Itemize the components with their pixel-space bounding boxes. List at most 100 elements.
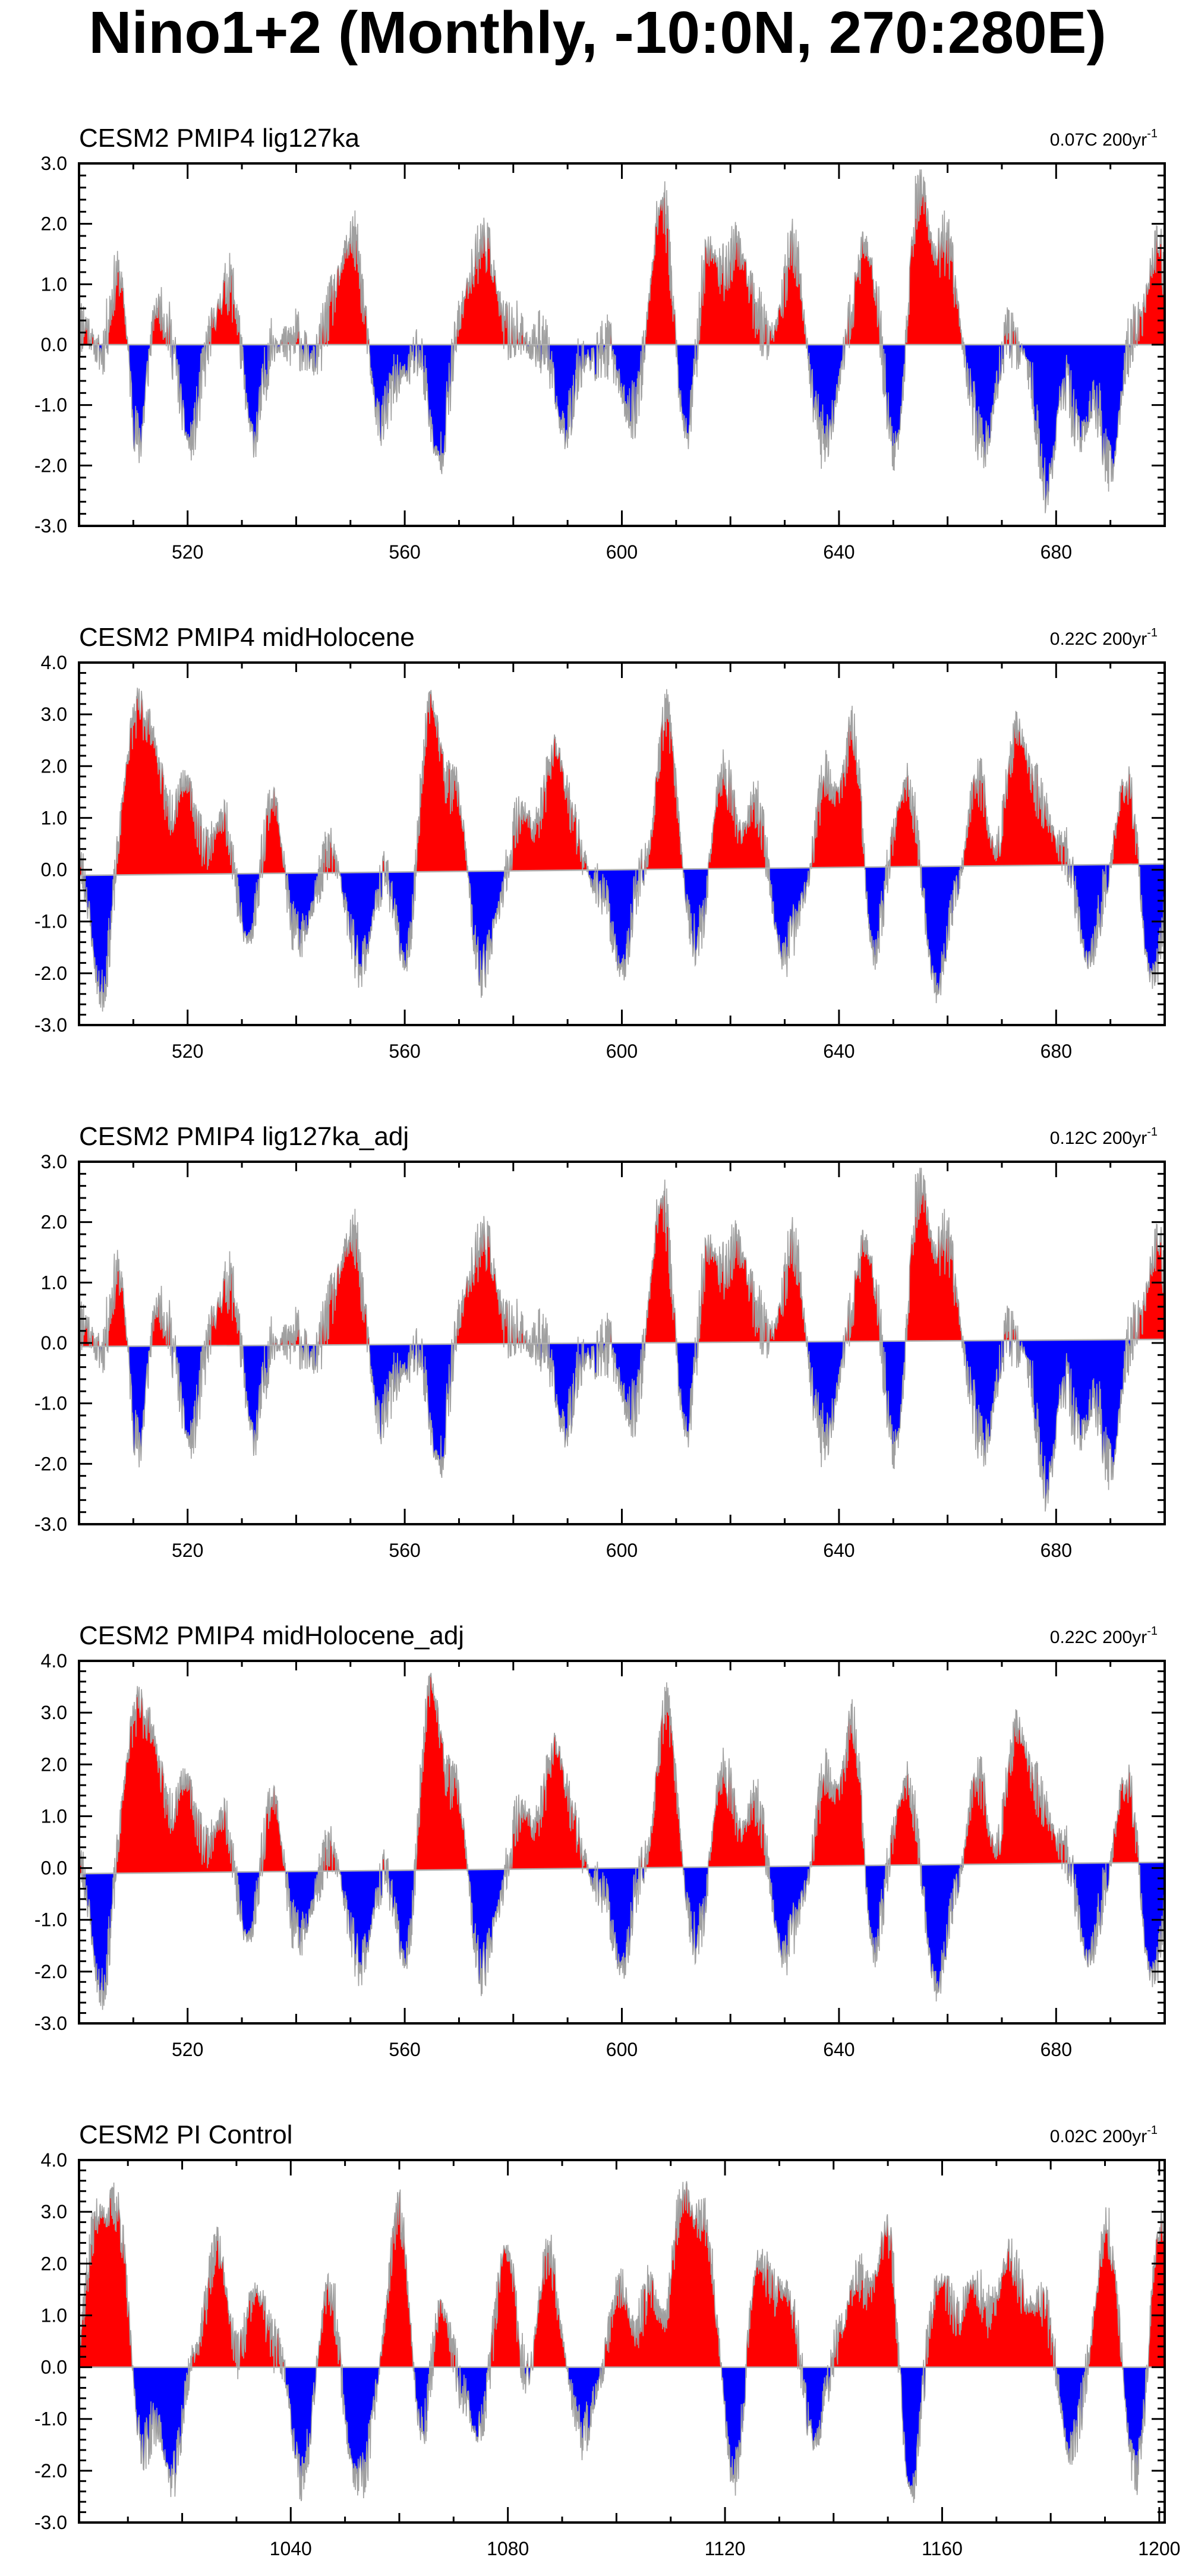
trend-label-superscript: -1 (1147, 2124, 1158, 2137)
series-line (78, 169, 1165, 513)
x-tick-label: 640 (823, 1540, 855, 1561)
x-tick-label: 520 (172, 541, 203, 563)
y-tick-label: 2.0 (41, 213, 67, 235)
x-tick-label: 640 (823, 1041, 855, 1062)
panel-title: CESM2 PMIP4 lig127ka_adj (79, 1122, 409, 1151)
x-tick-label: 1080 (487, 2538, 529, 2559)
y-tick-label: 3.0 (41, 1151, 67, 1172)
y-tick-label: -1.0 (34, 1909, 67, 1931)
positive-anomaly-fill (79, 688, 1165, 876)
panel-3: CESM2 PMIP4 lig127ka_adj 0.12C 200yr-1 3.0… (34, 1122, 1166, 1561)
y-tick-label: -1.0 (34, 1393, 67, 1414)
y-tick-label: 1.0 (41, 1805, 67, 1827)
trend-label: 0.12C 200yr-1 (1050, 1125, 1158, 1148)
x-tick-label: 560 (389, 2039, 420, 2060)
page-title: Nino1+2 (Monthly, -10:0N, 270:280E) (89, 0, 1106, 66)
panel-title: CESM2 PMIP4 lig127ka (79, 124, 360, 153)
positive-anomaly-fill (79, 1673, 1165, 1874)
y-tick-label: 3.0 (41, 704, 67, 725)
panel-2: CESM2 PMIP4 midHolocene 0.22C 200yr-1 4.0 3… (34, 623, 1166, 1062)
positive-anomaly-fill (79, 2181, 1165, 2367)
x-tick-label: 600 (606, 2039, 638, 2060)
x-tick-label: 520 (172, 1041, 203, 1062)
panel-4: CESM2 PMIP4 midHolocene_adj 0.22C 200yr-1… (34, 1621, 1166, 2060)
x-tick-label: 640 (823, 541, 855, 563)
y-tick-label: 2.0 (41, 1212, 67, 1233)
y-tick-label: -2.0 (34, 2460, 67, 2482)
panel-title: CESM2 PMIP4 midHolocene (79, 623, 415, 652)
y-tick-label: 3.0 (41, 2201, 67, 2222)
x-tick-label: 560 (389, 541, 420, 563)
negative-anomaly-fill (79, 1339, 1165, 1512)
trend-label-superscript: -1 (1147, 1125, 1158, 1139)
y-tick-label: 0.0 (41, 2357, 67, 2378)
zero-line (78, 1338, 1165, 1348)
y-tick-label: 0.0 (41, 859, 67, 881)
y-tick-label: 2.0 (41, 1754, 67, 1775)
positive-anomaly-fill (79, 1168, 1165, 1347)
y-tick-label: 4.0 (41, 652, 67, 673)
y-tick-label: -2.0 (34, 963, 67, 984)
x-tick-label: 640 (823, 2039, 855, 2060)
y-tick-label: 2.0 (41, 755, 67, 777)
y-tick-label: 1.0 (41, 1272, 67, 1293)
y-tick-label: -3.0 (34, 1014, 67, 1036)
y-tick-label: 0.0 (41, 334, 67, 355)
x-tick-label: 520 (172, 1540, 203, 1561)
x-tick-label: 1200 (1138, 2538, 1180, 2559)
plot-frame (78, 2159, 1166, 2524)
x-tick-label: 680 (1040, 2039, 1072, 2060)
trend-label: 0.22C 200yr-1 (1050, 626, 1158, 649)
panel-title: CESM2 PMIP4 midHolocene_adj (79, 1621, 464, 1650)
y-tick-label: -3.0 (34, 2512, 67, 2533)
y-tick-label: -2.0 (34, 1961, 67, 1982)
series-line (78, 688, 1165, 1012)
y-tick-label: -1.0 (34, 2408, 67, 2430)
x-tick-label: 600 (606, 541, 638, 563)
y-tick-label: 4.0 (41, 2149, 67, 2171)
y-tick-label: -1.0 (34, 911, 67, 932)
zero-line (78, 863, 1165, 876)
panel-5: CESM2 PI Control 0.02C 200yr-1 4.0 3.0 2.0 1.… (34, 2120, 1181, 2559)
negative-anomaly-fill (79, 2367, 1165, 2503)
panel-title: CESM2 PI Control (79, 2120, 292, 2149)
panel-1: CESM2 PMIP4 lig127ka 0.07C 200yr-1 3.0 2.0 1… (34, 124, 1166, 563)
series-line (78, 1168, 1165, 1512)
y-tick-label: -3.0 (34, 515, 67, 537)
trend-label-superscript: -1 (1147, 1625, 1158, 1638)
y-tick-label: 1.0 (41, 807, 67, 828)
x-tick-label: 680 (1040, 1041, 1072, 1062)
y-tick-label: -1.0 (34, 395, 67, 416)
y-tick-label: 0.0 (41, 1858, 67, 1879)
negative-anomaly-fill (79, 863, 1165, 1012)
trend-label: 0.07C 200yr-1 (1050, 127, 1158, 150)
y-tick-label: 3.0 (41, 153, 67, 174)
x-tick-label: 1160 (922, 2538, 963, 2559)
series-line (78, 2181, 1165, 2504)
y-tick-label: 1.0 (41, 2304, 67, 2326)
x-tick-label: 680 (1040, 1540, 1072, 1561)
y-tick-label: 4.0 (41, 1650, 67, 1672)
positive-anomaly-fill (79, 169, 1165, 345)
y-tick-label: 2.0 (41, 2253, 67, 2274)
x-tick-label: 1040 (270, 2538, 312, 2559)
series-line (78, 1673, 1165, 2010)
x-tick-label: 1120 (705, 2538, 746, 2559)
x-tick-label: 600 (606, 1540, 638, 1561)
trend-label-superscript: -1 (1147, 127, 1158, 140)
y-tick-label: 3.0 (41, 1702, 67, 1723)
trend-label-superscript: -1 (1147, 626, 1158, 639)
y-tick-label: -3.0 (34, 2013, 67, 2034)
x-tick-label: 680 (1040, 541, 1072, 563)
x-tick-label: 600 (606, 1041, 638, 1062)
trend-label: 0.02C 200yr-1 (1050, 2124, 1158, 2146)
y-tick-label: -3.0 (34, 1514, 67, 1535)
x-tick-label: 560 (389, 1540, 420, 1561)
negative-anomaly-fill (79, 345, 1165, 513)
trend-label: 0.22C 200yr-1 (1050, 1625, 1158, 1647)
y-tick-label: -2.0 (34, 455, 67, 476)
zero-line (78, 1861, 1165, 1875)
x-tick-label: 520 (172, 2039, 203, 2060)
negative-anomaly-fill (79, 1862, 1165, 2010)
